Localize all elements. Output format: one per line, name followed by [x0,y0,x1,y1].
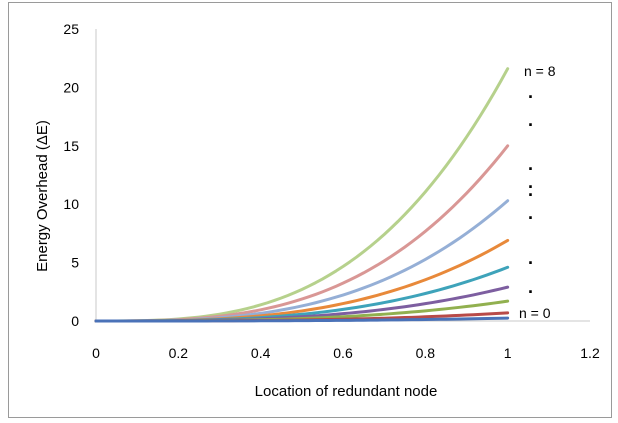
series-line-n-4 [94,265,510,323]
series-layer [94,67,510,323]
y-tick-label: 15 [63,138,79,154]
y-tick-label: 20 [63,79,79,95]
x-tick-label: 1 [504,345,512,361]
series-line-n-7 [94,144,510,323]
tick-labels: 0 0.2 0.4 0.6 0.8 1 1.2 0 5 10 15 20 25 [63,21,600,361]
ellipsis-dot: . [528,248,533,268]
y-axis-label: Energy Overhead (ΔE) [34,120,51,272]
x-tick-label: 1.2 [580,345,600,361]
x-tick-label: 0 [92,345,100,361]
series-line-n-8 [94,67,510,323]
ellipsis-dot: . [528,110,533,130]
x-axis-label: Location of redundant node [255,383,438,400]
annotation-n-8: n = 8 [524,63,556,79]
series-line-n-6 [94,199,510,323]
x-tick-label: 0.2 [169,345,189,361]
ellipsis-dot: . [528,172,533,192]
annotation-n-0: n = 0 [519,305,551,321]
ellipsis-dot: . [528,277,533,297]
y-tick-label: 10 [63,196,79,212]
chart-frame [8,2,612,418]
y-tick-label: 25 [63,21,79,37]
x-tick-label: 0.8 [416,345,436,361]
series-line-n-0 [94,316,510,323]
axes [95,29,590,322]
x-tick-label: 0.6 [333,345,353,361]
y-tick-label: 0 [71,313,79,329]
x-tick-label: 0.4 [251,345,271,361]
ellipsis-dot: . [528,203,533,223]
ellipsis-dot: . [528,82,533,102]
ellipsis-dot: . [528,154,533,174]
ellipsis-dot: . [528,180,533,200]
y-tick-label: 5 [71,255,79,271]
